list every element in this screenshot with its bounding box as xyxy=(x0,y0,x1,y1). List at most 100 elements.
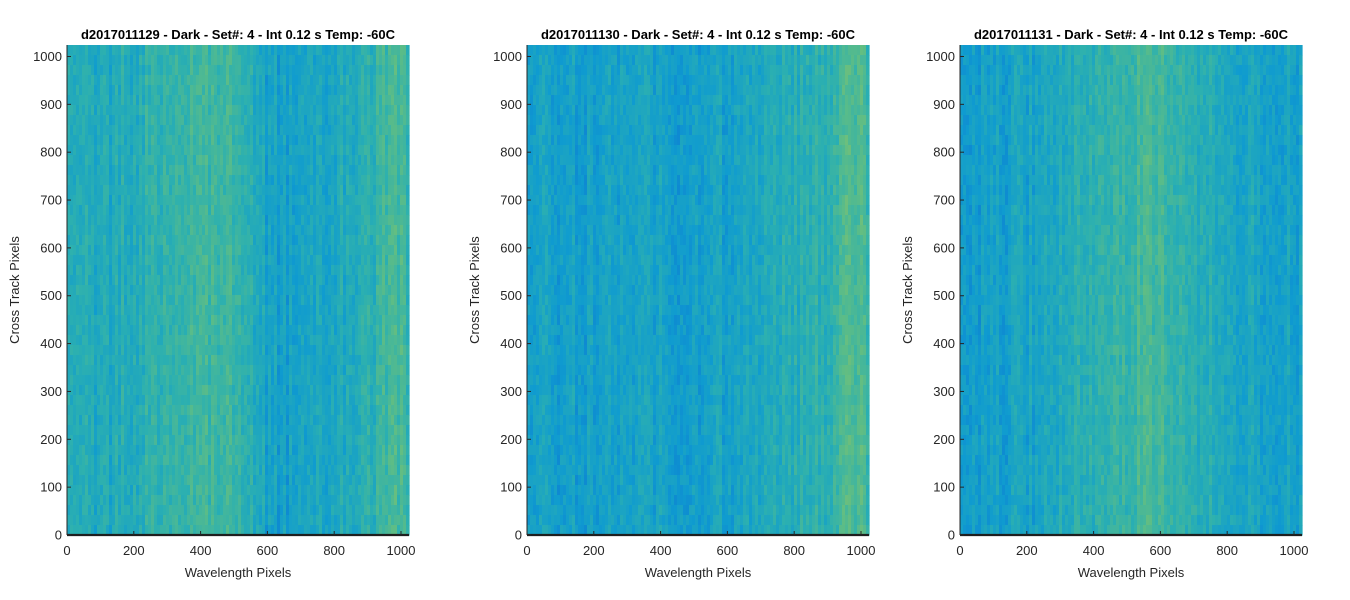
heatmap-cell xyxy=(76,135,80,146)
heatmap-cell xyxy=(175,515,179,526)
heatmap-cell xyxy=(196,395,200,406)
heatmap-cell xyxy=(175,505,179,516)
heatmap-cell xyxy=(175,225,179,236)
heatmap-cell xyxy=(145,155,149,166)
heatmap-cell xyxy=(94,475,98,486)
heatmap-cell xyxy=(121,185,125,196)
heatmap-cell xyxy=(103,145,107,156)
heatmap-cell xyxy=(121,305,125,316)
heatmap-cell xyxy=(175,175,179,186)
heatmap-cell xyxy=(145,245,149,256)
heatmap-cell xyxy=(115,175,119,186)
heatmap-cell xyxy=(196,265,200,276)
heatmap-cell xyxy=(163,305,167,316)
heatmap-cell xyxy=(184,325,188,336)
heatmap-cell xyxy=(160,505,164,516)
heatmap-cell xyxy=(193,445,197,456)
heatmap-cell xyxy=(70,465,74,476)
heatmap-cell xyxy=(160,205,164,216)
heatmap-cell xyxy=(88,335,92,346)
heatmap-cell xyxy=(133,315,137,326)
heatmap-cell xyxy=(73,125,77,136)
heatmap-cell xyxy=(115,375,119,386)
heatmap-cell xyxy=(196,415,200,426)
heatmap-cell xyxy=(151,355,155,366)
heatmap-cell xyxy=(160,45,164,56)
heatmap-cell xyxy=(169,495,173,506)
heatmap-cell xyxy=(178,215,182,226)
heatmap-cell xyxy=(130,175,134,186)
heatmap-cell xyxy=(145,405,149,416)
heatmap-cell xyxy=(127,185,131,196)
heatmap-cell xyxy=(85,435,89,446)
heatmap-cell xyxy=(160,285,164,296)
heatmap-cell xyxy=(76,275,80,286)
heatmap-cell xyxy=(166,235,170,246)
heatmap-cell xyxy=(115,425,119,436)
heatmap-cell xyxy=(124,415,128,426)
heatmap-cell xyxy=(184,465,188,476)
heatmap-cell xyxy=(127,195,131,206)
heatmap-cell xyxy=(76,75,80,86)
heatmap-cell xyxy=(160,245,164,256)
heatmap-cell xyxy=(109,265,113,276)
heatmap-cell xyxy=(136,145,140,156)
heatmap-cell xyxy=(148,285,152,296)
heatmap-cell xyxy=(121,465,125,476)
heatmap-cell xyxy=(178,205,182,216)
heatmap-cell xyxy=(145,495,149,506)
heatmap-cell xyxy=(124,465,128,476)
heatmap-cell xyxy=(76,415,80,426)
heatmap-cell xyxy=(163,165,167,176)
heatmap-cell xyxy=(127,375,131,386)
heatmap-cell xyxy=(94,195,98,206)
heatmap-cell xyxy=(67,525,71,536)
heatmap-cell xyxy=(151,245,155,256)
heatmap-cell xyxy=(160,195,164,206)
heatmap-cell xyxy=(100,145,104,156)
heatmap-cell xyxy=(139,485,143,496)
heatmap-cell xyxy=(202,85,206,96)
heatmap-cell xyxy=(181,95,185,106)
heatmap-cell xyxy=(163,115,167,126)
heatmap-cell xyxy=(79,465,83,476)
heatmap-cell xyxy=(151,225,155,236)
heatmap-cell xyxy=(157,405,161,416)
heatmap-cell xyxy=(199,155,203,166)
heatmap-cell xyxy=(127,405,131,416)
heatmap-cell xyxy=(94,255,98,266)
heatmap-cell xyxy=(175,135,179,146)
heatmap-cell xyxy=(169,385,173,396)
heatmap-cell xyxy=(67,445,71,456)
heatmap-cell xyxy=(73,115,77,126)
heatmap-cell xyxy=(94,215,98,226)
heatmap-cell xyxy=(130,185,134,196)
heatmap-cell xyxy=(187,165,191,176)
heatmap-cell xyxy=(187,105,191,116)
heatmap-cell xyxy=(160,165,164,176)
heatmap-cell xyxy=(199,325,203,336)
heatmap-cell xyxy=(73,275,77,286)
heatmap-cell xyxy=(184,255,188,266)
heatmap-cell xyxy=(88,75,92,86)
heatmap-cell xyxy=(175,335,179,346)
heatmap-cell xyxy=(187,225,191,236)
heatmap-cell xyxy=(142,485,146,496)
heatmap-cell xyxy=(151,45,155,56)
heatmap-cell xyxy=(199,55,203,66)
heatmap-cell xyxy=(130,395,134,406)
heatmap-cell xyxy=(85,195,89,206)
heatmap-cell xyxy=(187,345,191,356)
heatmap-cell xyxy=(76,125,80,136)
heatmap-cell xyxy=(82,295,86,306)
heatmap-cell xyxy=(85,175,89,186)
heatmap-cell xyxy=(91,325,95,336)
heatmap-cell xyxy=(118,265,122,276)
heatmap-cell xyxy=(148,475,152,486)
heatmap-cell xyxy=(124,275,128,286)
heatmap-cell xyxy=(73,155,77,166)
heatmap-cell xyxy=(106,195,110,206)
heatmap-cell xyxy=(187,145,191,156)
heatmap-cell xyxy=(160,155,164,166)
heatmap-cell xyxy=(118,295,122,306)
